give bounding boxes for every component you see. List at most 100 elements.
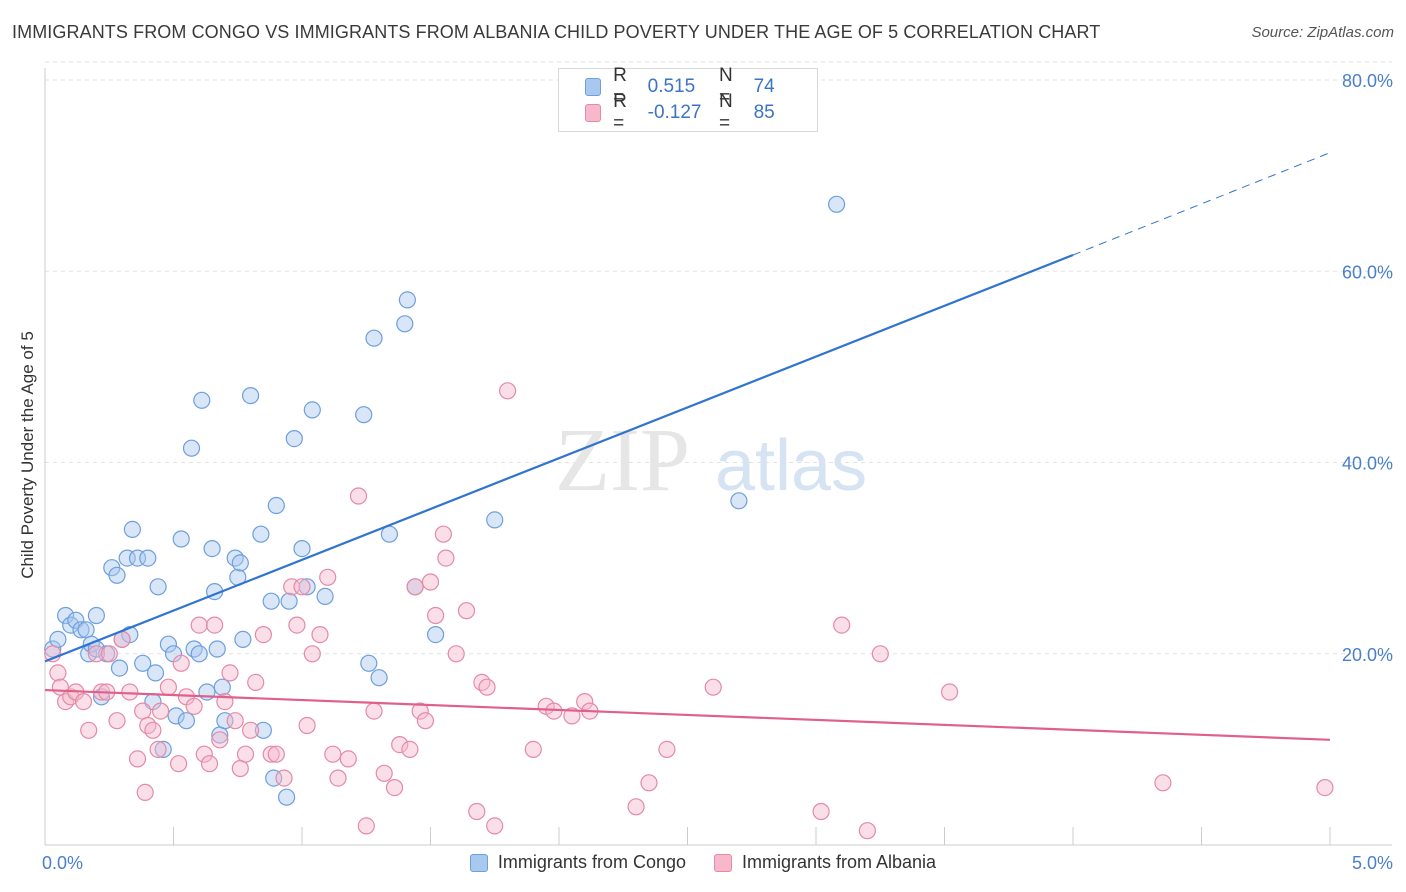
point-congo (293, 539, 311, 558)
legend-n-value-albania: 85 (753, 102, 775, 123)
point-albania (385, 778, 404, 797)
point-albania (437, 549, 455, 567)
point-congo (278, 788, 296, 806)
point-albania (311, 625, 329, 644)
point-albania (563, 707, 581, 725)
point-albania (375, 764, 393, 782)
point-albania (134, 702, 152, 720)
point-congo (360, 654, 378, 672)
point-albania (457, 602, 476, 620)
point-albania (524, 740, 542, 759)
point-albania (49, 664, 67, 682)
legend: R = 0.515 N = 74 R = -0.127 N = 85 (558, 65, 818, 134)
point-congo (285, 430, 303, 448)
point-albania (152, 702, 170, 720)
point-congo (242, 387, 260, 405)
point-albania (640, 774, 658, 792)
point-congo (177, 712, 195, 730)
point-albania (427, 606, 445, 625)
y-tick-label: 80.0% (1342, 71, 1393, 91)
point-congo (234, 630, 252, 649)
series-legend: Immigrants from Congo Immigrants from Al… (0, 852, 1406, 873)
point-albania (1316, 778, 1334, 797)
point-albania (486, 817, 504, 835)
point-congo (231, 554, 249, 572)
point-albania (80, 721, 98, 739)
point-albania (242, 721, 260, 739)
point-congo (172, 530, 190, 548)
point-albania (136, 783, 154, 802)
point-albania (473, 673, 491, 692)
point-albania (871, 645, 889, 663)
legend-swatch-congo (585, 78, 602, 96)
point-albania (62, 688, 80, 706)
point-albania (231, 759, 249, 778)
series-legend-albania: Immigrants from Albania (713, 852, 937, 873)
point-albania (262, 745, 280, 763)
point-congo (370, 669, 388, 687)
point-congo (486, 511, 504, 529)
point-albania (170, 755, 188, 773)
watermark-zip: ZIP (555, 411, 690, 510)
legend-row-albania: R = -0.127 N = 85 (585, 91, 817, 134)
point-albania (858, 822, 877, 840)
y-tick-label: 20.0% (1342, 645, 1393, 665)
series-label-congo: Immigrants from Congo (497, 852, 686, 872)
point-albania (144, 721, 162, 739)
point-congo (72, 621, 90, 639)
point-albania (74, 692, 93, 711)
point-albania (267, 745, 285, 763)
point-albania (275, 769, 293, 787)
point-congo (185, 640, 203, 658)
trend-lines (44, 152, 1331, 741)
point-congo (316, 587, 334, 606)
point-congo (62, 616, 80, 634)
point-congo (149, 578, 167, 596)
x-tick-label-max: 5.0% (1352, 853, 1393, 873)
series-legend-congo: Immigrants from Congo (469, 852, 686, 873)
point-congo (167, 707, 185, 725)
point-albania (658, 740, 676, 759)
point-albania (319, 568, 337, 586)
data-points (44, 195, 1334, 840)
point-albania (121, 683, 139, 701)
point-albania (298, 716, 316, 735)
legend-r-value-albania: -0.127 (647, 102, 702, 123)
point-congo (154, 740, 172, 759)
grid-lines (45, 61, 1392, 655)
point-albania (1154, 774, 1172, 792)
point-congo (267, 496, 285, 515)
legend-r-value-congo: 0.515 (647, 76, 696, 97)
point-albania (329, 769, 347, 787)
point-congo (182, 439, 201, 457)
point-albania (357, 817, 375, 835)
y-tick-label: 60.0% (1342, 262, 1393, 282)
point-congo (77, 621, 95, 639)
point-albania (185, 697, 203, 715)
point-congo (208, 640, 226, 658)
axes (44, 68, 1392, 846)
point-congo (56, 606, 75, 625)
point-congo (827, 195, 846, 213)
point-congo (108, 566, 126, 584)
point-congo (254, 721, 272, 739)
legend-swatch-albania (585, 104, 602, 122)
series-label-albania: Immigrants from Albania (741, 852, 937, 872)
point-albania (293, 578, 311, 596)
point-congo (427, 625, 445, 644)
legend-r-label: R = (613, 91, 627, 134)
tick-labels: 20.0% 40.0% 60.0% 80.0% 0.0% 5.0% (42, 71, 1393, 873)
trend-line-albania (44, 688, 1331, 741)
point-congo (123, 520, 141, 539)
point-albania (406, 578, 424, 596)
point-albania (365, 702, 383, 720)
point-albania (226, 712, 244, 730)
point-congo (87, 606, 106, 625)
point-albania (159, 678, 177, 696)
point-congo (139, 549, 157, 567)
point-albania (478, 678, 496, 696)
point-albania (421, 573, 440, 591)
point-albania (468, 802, 486, 821)
point-congo (303, 401, 321, 419)
